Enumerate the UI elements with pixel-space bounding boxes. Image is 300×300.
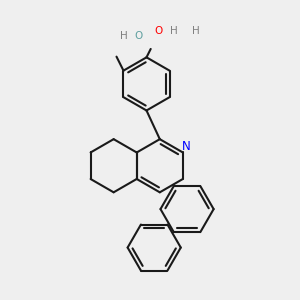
Text: O: O <box>154 26 163 37</box>
Text: O: O <box>135 32 143 41</box>
Text: N: N <box>182 140 191 153</box>
Text: H: H <box>192 26 200 37</box>
Text: H: H <box>120 32 127 41</box>
Text: H: H <box>169 26 177 37</box>
